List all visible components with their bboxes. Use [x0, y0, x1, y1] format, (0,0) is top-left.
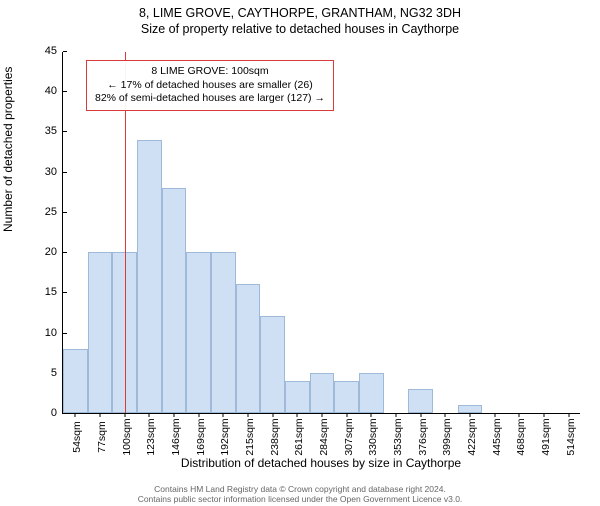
histogram-bar	[236, 284, 261, 413]
x-tick-mark	[297, 413, 298, 417]
header-subtitle: Size of property relative to detached ho…	[0, 22, 600, 36]
x-tick-mark	[75, 413, 76, 417]
histogram-bar	[359, 373, 384, 413]
x-tick-mark	[248, 413, 249, 417]
x-tick-mark	[124, 413, 125, 417]
callout-line1: 8 LIME GROVE: 100sqm	[95, 65, 325, 79]
y-tick: 45	[45, 45, 63, 57]
x-tick-mark	[396, 413, 397, 417]
x-tick-mark	[568, 413, 569, 417]
footer-line2: Contains public sector information licen…	[0, 494, 600, 504]
histogram-bar	[162, 188, 187, 413]
x-tick-mark	[470, 413, 471, 417]
footer: Contains HM Land Registry data © Crown c…	[0, 484, 600, 504]
y-tick: 15	[45, 286, 63, 298]
x-tick: 353sqm	[392, 418, 404, 455]
footer-line1: Contains HM Land Registry data © Crown c…	[0, 484, 600, 494]
x-tick-mark	[223, 413, 224, 417]
x-tick: 169sqm	[195, 418, 207, 455]
x-tick: 146sqm	[170, 418, 182, 455]
histogram-bar	[260, 316, 285, 413]
x-tick: 261sqm	[293, 418, 305, 455]
y-tick: 10	[45, 327, 63, 339]
x-tick: 399sqm	[441, 418, 453, 455]
callout-box: 8 LIME GROVE: 100sqm ← 17% of detached h…	[86, 60, 334, 111]
y-tick: 0	[51, 407, 63, 419]
x-tick: 307sqm	[343, 418, 355, 455]
histogram-bar	[310, 373, 335, 413]
x-tick: 376sqm	[417, 418, 429, 455]
x-tick-mark	[544, 413, 545, 417]
y-tick: 30	[45, 166, 63, 178]
callout-line2: ← 17% of detached houses are smaller (26…	[95, 79, 325, 93]
y-tick: 5	[51, 367, 63, 379]
x-tick-mark	[322, 413, 323, 417]
x-tick: 77sqm	[96, 421, 108, 453]
y-tick: 25	[45, 206, 63, 218]
x-tick-mark	[519, 413, 520, 417]
histogram-bar	[408, 389, 433, 413]
histogram-bar	[211, 252, 236, 413]
x-tick: 491sqm	[540, 418, 552, 455]
x-tick-mark	[100, 413, 101, 417]
histogram-bar	[285, 381, 310, 413]
header-address: 8, LIME GROVE, CAYTHORPE, GRANTHAM, NG32…	[0, 6, 600, 20]
y-tick: 35	[45, 125, 63, 137]
histogram-bar	[458, 405, 483, 413]
x-tick-mark	[494, 413, 495, 417]
histogram-bar	[88, 252, 113, 413]
histogram-bar	[186, 252, 211, 413]
x-tick: 284sqm	[318, 418, 330, 455]
x-axis-label: Distribution of detached houses by size …	[62, 456, 580, 470]
x-tick: 54sqm	[71, 421, 83, 453]
x-tick: 468sqm	[515, 418, 527, 455]
x-tick-mark	[272, 413, 273, 417]
x-tick: 123sqm	[145, 418, 157, 455]
x-tick-mark	[371, 413, 372, 417]
x-tick: 330sqm	[367, 418, 379, 455]
y-axis-label: Number of detached properties	[1, 67, 15, 232]
x-tick: 238sqm	[269, 418, 281, 455]
x-tick-mark	[420, 413, 421, 417]
x-tick-mark	[174, 413, 175, 417]
y-tick: 40	[45, 85, 63, 97]
x-tick: 192sqm	[219, 418, 231, 455]
x-tick: 445sqm	[491, 418, 503, 455]
x-tick-mark	[198, 413, 199, 417]
histogram-bar	[137, 140, 162, 414]
x-tick: 422sqm	[466, 418, 478, 455]
y-tick: 20	[45, 246, 63, 258]
histogram-bar	[63, 349, 88, 413]
x-tick-mark	[149, 413, 150, 417]
x-tick-mark	[346, 413, 347, 417]
x-tick-mark	[445, 413, 446, 417]
histogram-bar	[334, 381, 359, 413]
x-tick: 215sqm	[244, 418, 256, 455]
plot-area: 05101520253035404554sqm77sqm100sqm123sqm…	[62, 52, 580, 414]
callout-line3: 82% of semi-detached houses are larger (…	[95, 92, 325, 106]
x-tick: 100sqm	[121, 418, 133, 455]
x-tick: 514sqm	[565, 418, 577, 455]
